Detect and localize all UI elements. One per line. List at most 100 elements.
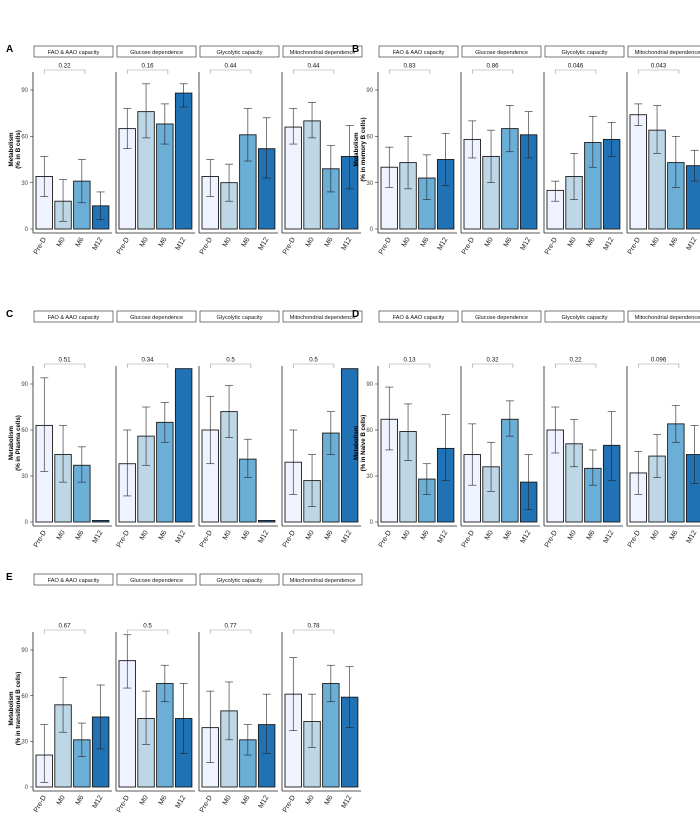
facet-strip <box>544 310 625 323</box>
pvalue-label: 0.096 <box>651 357 667 364</box>
facet-title: Mitochondrial dependence <box>290 315 356 321</box>
facet-strip <box>461 45 542 58</box>
pvalue-label: 0.5 <box>143 623 152 630</box>
facet-title: FAO & AAO capacity <box>393 50 445 56</box>
x-tick-label: M12 <box>92 794 105 809</box>
facet: Mitochondrial dependence 0.44 Pre-D M0 M6 M12 <box>281 45 363 256</box>
x-tick-label: M6 <box>503 236 514 248</box>
facet: Glucose dependence 0.16 Pre-D M0 M6 M12 <box>115 45 197 256</box>
pvalue-label: 0.77 <box>225 623 238 630</box>
y-tick-label: 0 <box>370 520 374 526</box>
x-tick-label: Pre-D <box>544 237 559 256</box>
facet: Glycolytic capacity 0.44 Pre-D M0 M6 M12 <box>198 45 280 256</box>
facet-title: Glucose dependence <box>130 315 183 321</box>
x-tick-label: M0 <box>139 794 150 806</box>
x-tick-label: M12 <box>175 529 188 544</box>
facet-strip <box>282 45 363 58</box>
x-tick-label: M6 <box>241 794 252 806</box>
x-tick-label: M6 <box>586 529 597 541</box>
x-tick-label: M12 <box>686 529 699 544</box>
bar-m12 <box>685 454 700 523</box>
pvalue-bracket <box>43 629 86 634</box>
pvalue-label: 0.5 <box>309 357 318 364</box>
x-tick-label: M0 <box>567 529 578 541</box>
y-axis-title-line: (% in transitional B cells) <box>15 672 22 746</box>
facet: Glucose dependence 0.86 Pre-D M0 M6 M12 <box>460 45 542 256</box>
x-tick-label: Pre-D <box>627 237 642 256</box>
facet-title: Glycolytic capacity <box>561 50 607 56</box>
facet-title: FAO & AAO capacity <box>48 315 100 321</box>
x-tick-label: M6 <box>420 236 431 248</box>
facet-strip <box>116 45 197 58</box>
pvalue-bracket <box>637 69 680 74</box>
x-tick-label: M12 <box>92 236 105 251</box>
pvalue-bracket <box>292 69 335 74</box>
x-tick-label: M0 <box>139 236 150 248</box>
x-tick-label: M6 <box>420 529 431 541</box>
pvalue-bracket <box>126 629 169 634</box>
x-tick-label: Pre-D <box>282 530 297 549</box>
x-tick-label: M6 <box>158 236 169 248</box>
facet: FAO & AAO capacity 0.67 Pre-D M0 M6 M12 <box>32 573 114 814</box>
pvalue-label: 0.78 <box>308 623 321 630</box>
x-tick-label: M12 <box>686 236 699 251</box>
x-tick-label: M0 <box>222 529 233 541</box>
panel-letter: D <box>352 309 359 320</box>
x-tick-label: M0 <box>56 529 67 541</box>
x-tick-label: M12 <box>341 529 354 544</box>
pvalue-label: 0.44 <box>225 63 238 70</box>
y-axis-title-line: Metabolism <box>353 425 360 460</box>
facet: Glucose dependence 0.32 Pre-D M0 M6 M12 <box>460 310 542 549</box>
pvalue-bracket <box>126 363 169 368</box>
facet-title: Glycolytic capacity <box>216 50 262 56</box>
facet-strip <box>116 310 197 323</box>
x-tick-label: M0 <box>484 236 495 248</box>
x-tick-label: Pre-D <box>378 237 393 256</box>
y-tick-label: 60 <box>21 135 28 141</box>
x-tick-label: M6 <box>158 794 169 806</box>
y-axis-title: Metabolism(% in transitional B cells) <box>8 672 22 746</box>
x-tick-label: M0 <box>139 529 150 541</box>
facet-title: Mitochondrial dependence <box>635 315 700 321</box>
y-tick-label: 60 <box>21 428 28 434</box>
bar-m12 <box>340 368 359 523</box>
x-tick-label: Pre-D <box>33 530 48 549</box>
y-tick-label: 90 <box>21 382 28 388</box>
facet-strip <box>282 573 363 586</box>
pvalue-label: 0.34 <box>142 357 155 364</box>
y-tick-label: 30 <box>21 474 28 480</box>
y-axis-title-line: (% in Naive B cells) <box>360 415 367 472</box>
facet-strip <box>627 45 700 58</box>
facet-strip <box>627 310 700 323</box>
facet-strip <box>199 45 280 58</box>
panel-e: E Metabolism(% in transitional B cells) 0 3… <box>6 572 363 814</box>
y-axis-title: Metabolism(% in B cells) <box>8 130 22 169</box>
y-tick-label: 0 <box>25 227 29 233</box>
pvalue-bracket <box>43 363 86 368</box>
panel-letter: B <box>352 44 359 55</box>
x-tick-label: M6 <box>503 529 514 541</box>
facet-title: Mitochondrial dependence <box>290 578 356 584</box>
panel-letter: C <box>6 309 13 320</box>
x-tick-label: Pre-D <box>627 530 642 549</box>
pvalue-label: 0.5 <box>226 357 235 364</box>
x-tick-label: M0 <box>305 236 316 248</box>
x-tick-label: M0 <box>222 236 233 248</box>
x-tick-label: M0 <box>305 794 316 806</box>
facet-title: Glycolytic capacity <box>216 578 262 584</box>
facet: Mitochondrial dependence 0.5 Pre-D M0 M6 M12 <box>281 310 363 549</box>
y-tick-label: 90 <box>366 382 373 388</box>
facet: Mitochondrial dependence 0.043 Pre-D M0 M6 M1… <box>626 45 700 256</box>
facet-title: Glucose dependence <box>130 50 183 56</box>
x-tick-label: M12 <box>437 236 450 251</box>
pvalue-bracket <box>43 69 86 74</box>
pvalue-label: 0.22 <box>570 357 583 364</box>
pvalue-bracket <box>637 363 680 368</box>
facet-strip <box>378 45 459 58</box>
x-tick-label: M6 <box>75 794 86 806</box>
facet-title: Glucose dependence <box>130 578 183 584</box>
facet-title: Glycolytic capacity <box>561 315 607 321</box>
x-tick-label: M0 <box>56 794 67 806</box>
